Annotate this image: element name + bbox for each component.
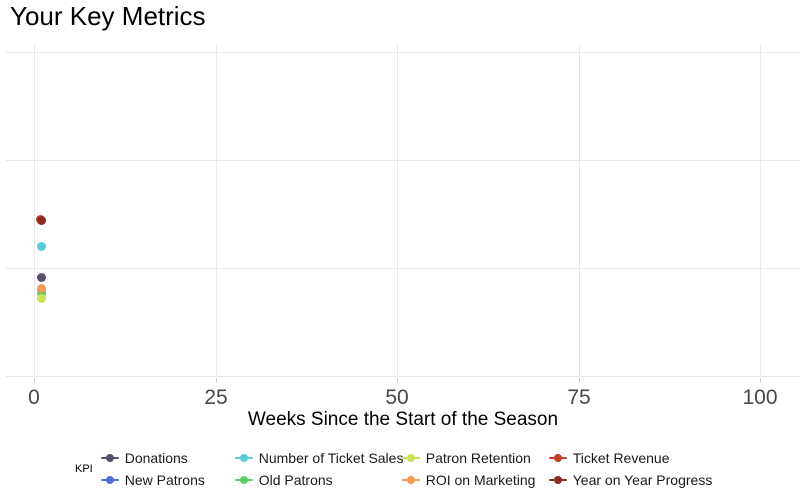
gridline-vertical [34,44,35,377]
legend-item: ROI on Marketing [401,469,549,491]
data-point [36,293,46,303]
gridline-horizontal [6,52,800,53]
gridline-vertical [397,44,398,377]
legend-item: Old Patrons [234,469,402,491]
gridline-vertical [216,44,217,377]
data-point [36,283,46,293]
legend-item-label: ROI on Marketing [425,472,536,488]
legend-key-icon [548,451,567,465]
x-tick-mark [397,378,398,383]
data-point [37,216,47,226]
plot-panel [6,44,800,377]
chart-title: Your Key Metrics [10,1,206,31]
x-tick-mark [579,378,580,383]
gridline-vertical [760,44,761,377]
data-point [36,242,46,251]
legend-item-label: Old Patrons [258,472,333,488]
legend-item: Year on Year Progress [548,469,713,491]
legend-key-icon [234,451,253,465]
legend-item-label: Year on Year Progress [572,472,713,488]
legend-title: KPI [75,463,93,475]
x-tick-label: 75 [567,386,591,409]
legend-item: New Patrons [100,469,235,491]
legend-item: Ticket Revenue [548,447,713,469]
legend-key-icon [548,473,567,487]
legend-item: Patron Retention [401,447,549,469]
legend-item: Number of Ticket Sales [234,447,404,469]
x-tick-mark [760,378,761,383]
data-point [36,288,46,298]
legend-key-icon [100,451,119,465]
x-tick-mark [216,378,217,383]
legend-key-icon [234,473,253,487]
legend: KPI Donations New Patrons Number of Ticket… [75,447,712,491]
legend-item-label: New Patrons [124,472,205,488]
x-tick-mark [34,378,35,383]
data-point [36,272,46,282]
legend-key-icon [401,473,420,487]
legend-key-icon [401,451,420,465]
legend-item-label: Donations [124,450,188,466]
x-tick-label: 100 [742,386,778,409]
legend-item: Donations [100,447,235,469]
legend-items: Donations New Patrons Number of Ticket Sal… [100,447,713,491]
x-tick-label: 0 [28,386,40,409]
legend-item-label: Number of Ticket Sales [258,450,404,466]
gridline-horizontal [6,376,800,377]
legend-key-icon [100,473,119,487]
x-axis: 0 25 50 75 100 [6,377,800,409]
gridline-horizontal [6,268,800,269]
gridline-horizontal [6,160,800,161]
legend-item-label: Ticket Revenue [572,450,670,466]
legend-item-label: Patron Retention [425,450,531,466]
x-tick-label: 25 [204,386,228,409]
gridline-vertical [579,44,580,377]
x-tick-label: 50 [385,386,409,409]
x-axis-title: Weeks Since the Start of the Season [247,409,559,430]
